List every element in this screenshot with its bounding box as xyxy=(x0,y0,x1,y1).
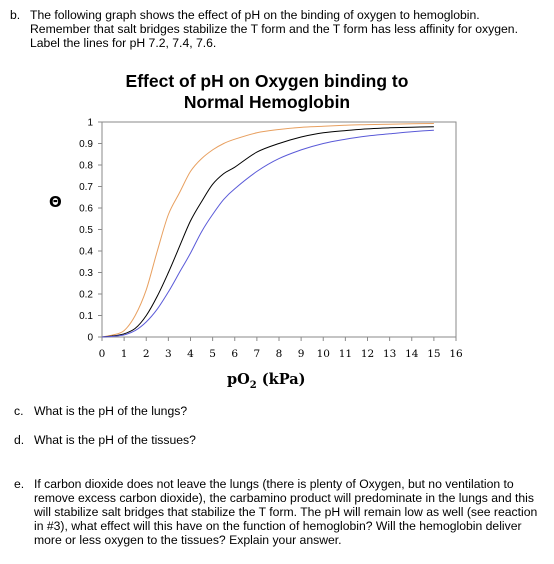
x-tick-label: 5 xyxy=(209,348,216,360)
y-tick-label: 0.2 xyxy=(79,290,93,301)
x-tick-label: 10 xyxy=(317,348,330,360)
series-line-1 xyxy=(101,123,434,338)
y-tick-label: 0.9 xyxy=(79,139,93,150)
question-b-text: The following graph shows the effect of … xyxy=(30,8,518,50)
y-tick-label: 0.6 xyxy=(79,204,93,215)
plot-area xyxy=(101,121,457,338)
x-tick-label: 6 xyxy=(231,348,238,360)
x-tick-label: 2 xyxy=(143,348,150,360)
oxygen-binding-chart: 0 1 2 3 4 5 6 7 8 9 10 11 12 13 14 15 1600.10.20.30.40.5… xyxy=(79,118,463,361)
y-tick-label: 0.8 xyxy=(79,161,93,172)
x-tick-label: 1 xyxy=(121,348,128,360)
series-line-3 xyxy=(101,129,434,338)
x-axis-label-main: pO xyxy=(227,371,250,388)
y-tick-label: 0.4 xyxy=(79,247,93,258)
x-tick-label: 7 xyxy=(254,348,261,360)
x-tick-label: 9 xyxy=(298,348,305,360)
x-tick-label: 15 xyxy=(427,348,440,360)
x-tick-label: 14 xyxy=(405,348,419,360)
question-e-label: e. xyxy=(14,477,25,491)
y-tick-label: 0.5 xyxy=(79,225,93,236)
question-e-text: If carbon dioxide does not leave the lun… xyxy=(34,477,538,547)
x-axis-label-unit: (kPa) xyxy=(256,371,306,388)
series-line-2 xyxy=(101,126,434,338)
question-d-label: d. xyxy=(14,433,25,447)
x-axis-label: pO2 (kPa) xyxy=(227,371,305,391)
question-c-text: What is the pH of the lungs? xyxy=(34,404,188,418)
y-tick-label: 0.3 xyxy=(79,268,93,279)
x-tick-label: 13 xyxy=(383,348,396,360)
x-tick-label: 8 xyxy=(276,348,283,360)
x-axis-label-subscript: 2 xyxy=(249,379,257,391)
x-tick-label: 0 xyxy=(99,348,106,360)
y-tick-label: 0 xyxy=(87,333,93,344)
question-d-text: What is the pH of the tissues? xyxy=(34,433,196,447)
y-tick-label: 0.1 xyxy=(79,311,93,322)
question-c-label: c. xyxy=(14,404,24,418)
x-tick-label: 3 xyxy=(165,348,172,360)
x-tick-label: 11 xyxy=(339,348,352,360)
question-b-label: b. xyxy=(10,8,21,22)
chart-title: Effect of pH on Oxygen binding to Normal… xyxy=(125,71,409,112)
x-tick-label: 16 xyxy=(449,348,463,360)
y-axis-label: Θ xyxy=(49,193,62,211)
y-tick-label: 0.7 xyxy=(79,182,93,193)
y-tick-label: 1 xyxy=(87,118,93,129)
x-tick-label: 4 xyxy=(187,348,194,360)
x-tick-label: 12 xyxy=(361,348,374,360)
